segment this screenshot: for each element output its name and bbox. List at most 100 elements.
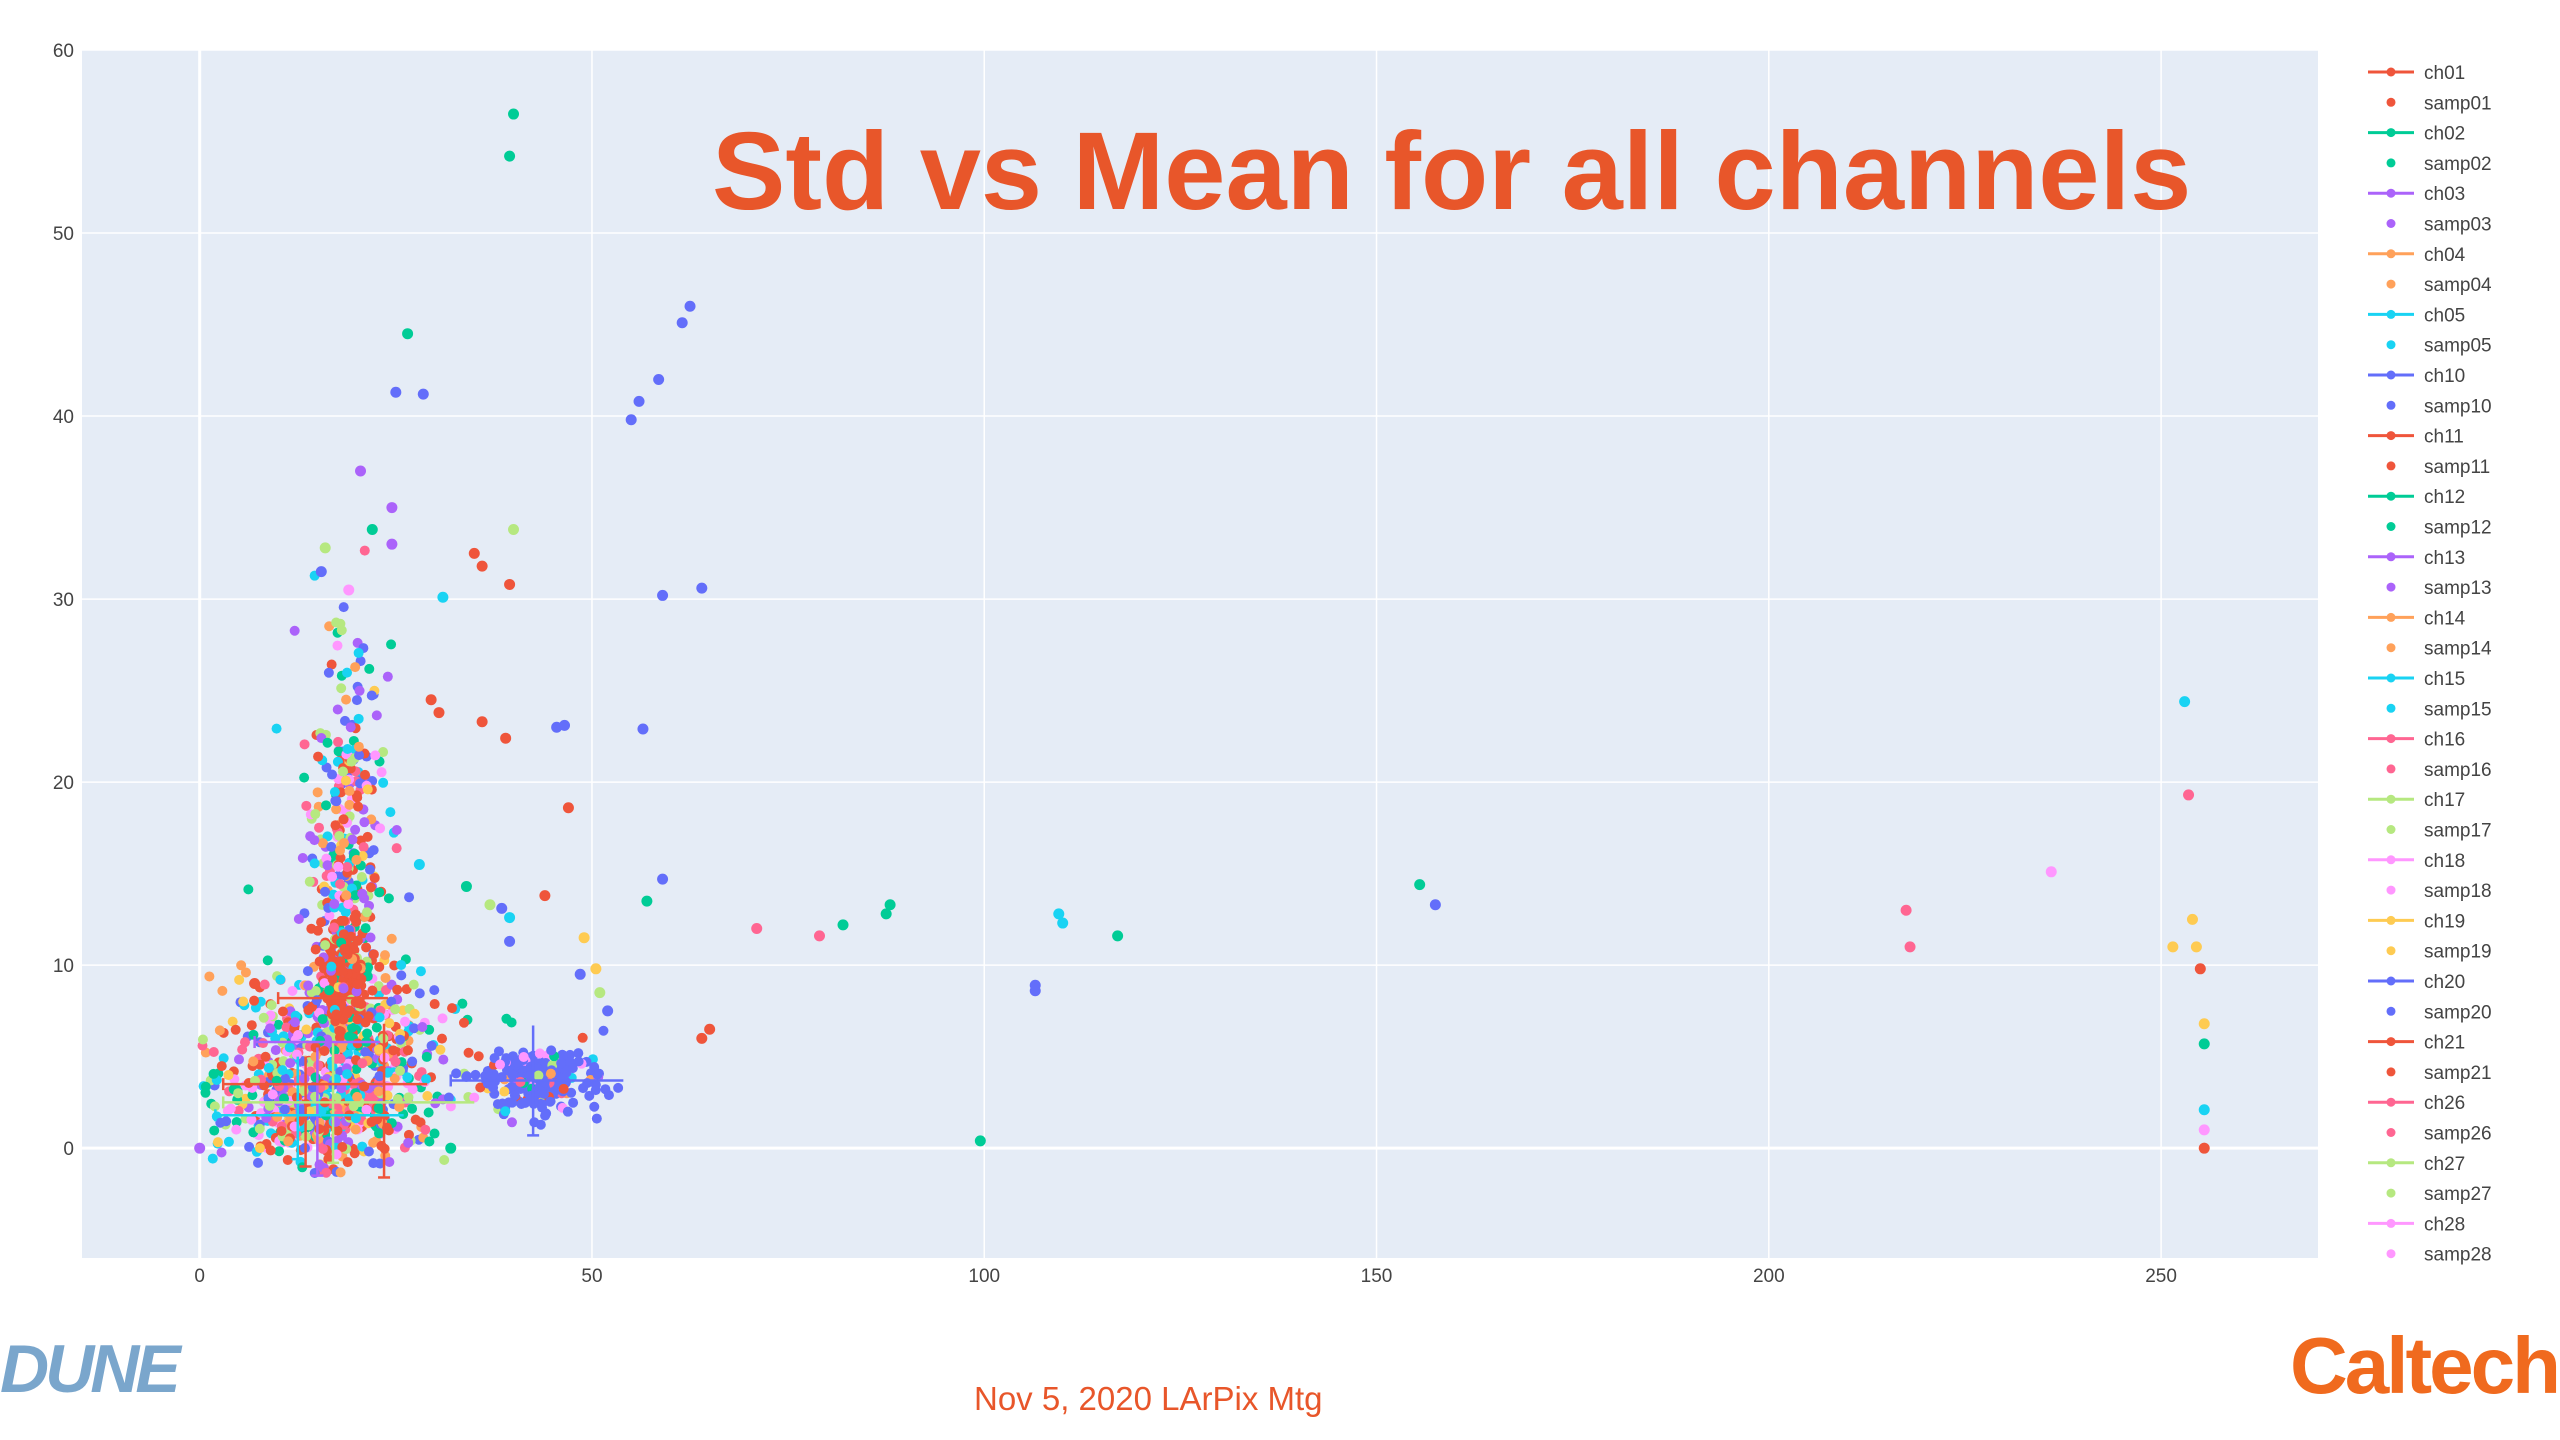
legend-item: ch17 [2368, 790, 2465, 811]
cluster-point [207, 1153, 218, 1164]
data-point [508, 108, 520, 120]
cluster-point [270, 1045, 281, 1056]
data-point [445, 1142, 457, 1154]
legend-item: samp21 [2386, 1063, 2492, 1084]
cluster-point [271, 723, 282, 734]
cluster-point [353, 801, 364, 812]
cluster-point [458, 1017, 469, 1028]
legend-label: ch18 [2424, 851, 2465, 872]
cluster-point [227, 1016, 238, 1027]
cluster-point [403, 1137, 414, 1148]
x-tick-label: 250 [2145, 1266, 2177, 1287]
y-tick-label: 20 [53, 773, 74, 794]
cluster-point [545, 1096, 556, 1107]
data-point [1900, 904, 1912, 916]
cluster-point [341, 694, 352, 705]
legend-item: samp02 [2386, 154, 2492, 175]
legend-label: samp17 [2424, 821, 2492, 842]
legend-item: ch12 [2368, 487, 2465, 508]
cluster-point [322, 860, 333, 871]
cluster-point [373, 1086, 384, 1097]
legend-marker [2386, 976, 2396, 986]
data-point [574, 968, 586, 980]
legend-item: ch20 [2368, 972, 2465, 993]
cluster-point [366, 1116, 377, 1127]
cluster-point [276, 1126, 287, 1137]
legend-label: samp20 [2424, 1002, 2492, 1023]
cluster-point [374, 1012, 385, 1023]
cluster-point [343, 899, 354, 910]
data-point [319, 542, 331, 554]
cluster-point [263, 1063, 274, 1074]
cluster-point [415, 966, 426, 977]
cluster-point [233, 1054, 244, 1065]
data-point [602, 1005, 614, 1017]
cluster-point [327, 974, 338, 985]
cluster-point [302, 966, 313, 977]
legend-marker [2386, 703, 2396, 713]
data-point [249, 977, 261, 989]
cluster-point [321, 800, 332, 811]
legend-marker [2386, 734, 2396, 744]
cluster-point [591, 1113, 602, 1124]
cluster-point [258, 1012, 269, 1023]
legend-label: samp03 [2424, 215, 2492, 236]
legend-label: ch11 [2424, 427, 2464, 448]
legend-item: samp28 [2386, 1245, 2492, 1266]
cluster-point [324, 985, 335, 996]
legend-marker [2386, 764, 2396, 774]
legend-label: samp28 [2424, 1245, 2492, 1266]
cluster-point [303, 980, 314, 991]
plot-area [82, 50, 2318, 1258]
cluster-point [331, 617, 342, 628]
cluster-point [214, 1025, 225, 1036]
data-point [386, 538, 398, 550]
cluster-point [277, 1006, 288, 1017]
cluster-point [391, 843, 402, 854]
data-point [1429, 899, 1441, 911]
cluster-point [473, 1051, 484, 1062]
data-point [813, 930, 825, 942]
cluster-point [613, 1082, 624, 1093]
legend-label: samp14 [2424, 639, 2492, 660]
legend-item: ch04 [2368, 245, 2466, 266]
cluster-point [438, 1054, 449, 1065]
cluster-point [311, 995, 322, 1006]
cluster-point [437, 1033, 448, 1044]
legend-item: samp13 [2386, 578, 2492, 599]
cluster-point [344, 799, 355, 810]
cluster-point [349, 1148, 360, 1159]
cluster-point [407, 1084, 418, 1095]
legend-label: samp26 [2424, 1124, 2492, 1145]
cluster-point [506, 1081, 517, 1092]
legend-marker [2386, 643, 2396, 653]
cluster-point [362, 784, 373, 795]
legend-marker [2386, 885, 2396, 895]
cluster-point [197, 1034, 208, 1045]
data-point [2045, 866, 2057, 878]
cluster-point [403, 1129, 414, 1140]
cluster-point [386, 996, 397, 1007]
legend-item: samp11 [2386, 457, 2490, 478]
cluster-point [285, 1058, 296, 1069]
legend-item: samp12 [2386, 518, 2492, 539]
cluster-point [243, 884, 254, 895]
cluster-point [390, 1004, 401, 1015]
cluster-point [310, 986, 321, 997]
data-point [390, 386, 402, 398]
cluster-point [403, 1092, 414, 1103]
cluster-point [363, 1146, 374, 1157]
cluster-point [351, 790, 362, 801]
cluster-point [327, 871, 338, 882]
cluster-point [310, 1051, 321, 1062]
cluster-point [435, 1044, 446, 1055]
cluster-point [380, 972, 391, 983]
cluster-point [259, 979, 270, 990]
cluster-point [390, 1056, 401, 1067]
data-point [508, 524, 520, 536]
cluster-point [299, 739, 310, 750]
cluster-point [342, 861, 353, 872]
x-tick-label: 200 [1753, 1266, 1785, 1287]
legend-label: samp10 [2424, 396, 2492, 417]
legend-marker [2386, 97, 2396, 107]
